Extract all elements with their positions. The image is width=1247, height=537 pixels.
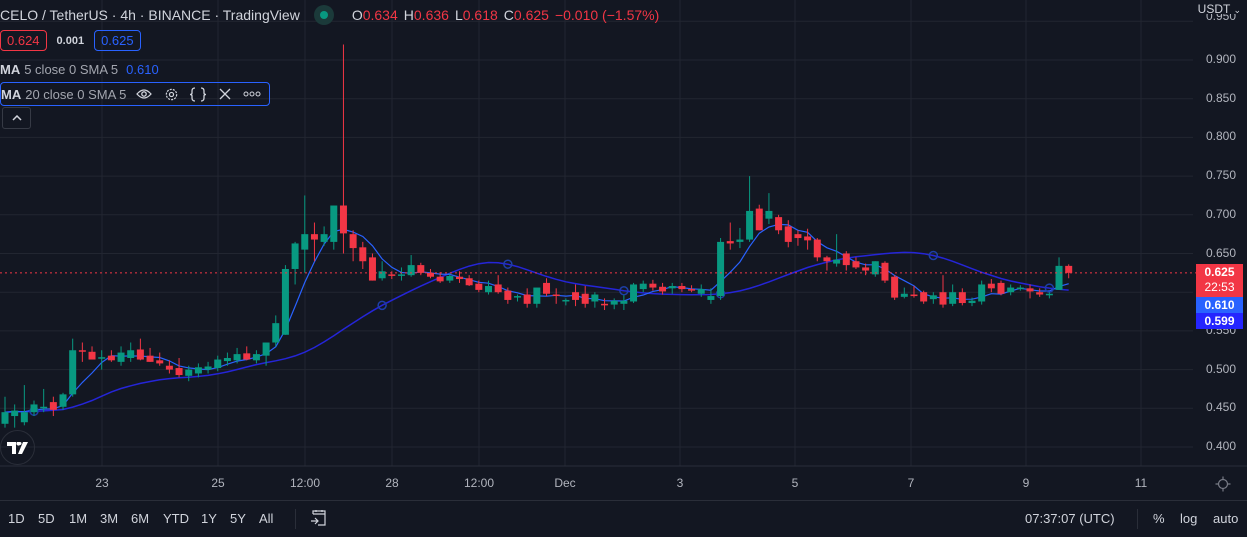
time-tick: 9 [1022, 476, 1030, 490]
time-tick: 12:00 [289, 476, 321, 490]
time-tick: 28 [385, 476, 399, 490]
indicator-name: MA [1, 86, 22, 102]
range-1y-button[interactable]: 1Y [201, 511, 217, 526]
utc-clock[interactable]: 07:37:07 (UTC) [1025, 511, 1115, 526]
buy-button[interactable]: 0.625 [94, 30, 141, 51]
last-price: 0.625 [1204, 265, 1235, 279]
high-value: 0.636 [413, 7, 449, 23]
divider [1137, 509, 1138, 529]
close-value: 0.625 [513, 7, 549, 23]
chart-legend: CELO / TetherUS · 4h · BINANCE · Trading… [0, 5, 659, 25]
remove-close-icon[interactable] [216, 85, 234, 103]
price-tick: 0.850 [1206, 90, 1237, 105]
range-all-button[interactable]: All [259, 511, 274, 526]
chart-settings-button[interactable] [1215, 476, 1231, 497]
price-tick: 0.400 [1206, 439, 1237, 453]
go-to-date-button[interactable] [310, 509, 328, 532]
range-5y-button[interactable]: 5Y [230, 511, 246, 526]
close-label: C [503, 7, 514, 23]
bottom-toolbar: 1D 5D 1M 3M 6M YTD 1Y 5Y All 07:37:07 (U… [0, 500, 1247, 537]
indicator-ma20[interactable]: MA 20 close 0 SMA 5 [0, 82, 271, 106]
price-tick: 0.900 [1206, 52, 1237, 66]
price-tick: 0.950 [1206, 14, 1237, 22]
high-label: H [403, 7, 414, 23]
symbol-title[interactable]: CELO / TetherUS · 4h · BINANCE · Trading… [0, 7, 300, 23]
low-value: 0.618 [462, 7, 498, 23]
time-tick: Dec [554, 476, 576, 490]
low-label: L [454, 7, 463, 23]
open-value: 0.634 [362, 7, 398, 23]
candle-countdown: 22:53 [1204, 280, 1235, 294]
time-tick: 23 [95, 476, 109, 490]
divider [295, 509, 296, 529]
source-code-icon[interactable] [189, 85, 207, 103]
collapse-legend-button[interactable] [2, 107, 31, 129]
spread-value: 0.001 [56, 34, 85, 47]
time-tick: 12:00 [463, 476, 495, 490]
chevron-up-icon [11, 115, 22, 121]
indicator-args: 20 close 0 SMA 5 [25, 86, 127, 102]
range-ytd-button[interactable]: YTD [163, 511, 189, 526]
time-tick: 5 [791, 476, 799, 490]
more-options-icon[interactable] [243, 85, 261, 103]
indicator-name: MA [0, 62, 21, 77]
price-tick: 0.750 [1206, 168, 1237, 183]
time-tick: 11 [1134, 476, 1148, 490]
percent-scale-toggle[interactable]: % [1153, 511, 1165, 526]
log-scale-toggle[interactable]: log [1180, 511, 1198, 526]
indicator-value: 0.610 [126, 62, 159, 77]
change-value: −0.010 (−1.57%) [554, 7, 660, 23]
indicator-ma5[interactable]: MA 5 close 0 SMA 5 0.610 [0, 62, 159, 77]
time-tick: 7 [907, 476, 915, 490]
time-tick: 3 [676, 476, 684, 490]
tv-logo-icon [6, 441, 28, 454]
market-status-icon[interactable] [313, 5, 334, 25]
currency-selector[interactable]: USDT ⌄ [1198, 2, 1241, 16]
indicator-args: 5 close 0 SMA 5 [24, 62, 119, 77]
ma20-price-tag: 0.599 [1196, 313, 1243, 329]
sell-button[interactable]: 0.624 [0, 30, 47, 51]
calendar-goto-icon [311, 510, 326, 526]
range-1m-button[interactable]: 1M [69, 511, 88, 526]
trade-buttons: 0.624 0.001 0.625 [0, 30, 141, 51]
range-3m-button[interactable]: 3M [100, 511, 119, 526]
price-chart[interactable] [0, 0, 1247, 500]
currency-label: USDT [1197, 2, 1231, 16]
price-tick: 0.700 [1206, 206, 1237, 221]
price-tick: 0.650 [1206, 245, 1237, 260]
settings-gear-icon[interactable] [162, 85, 180, 103]
range-1d-button[interactable]: 1D [8, 511, 25, 526]
price-tick: 0.500 [1206, 361, 1237, 376]
range-5d-button[interactable]: 5D [38, 511, 55, 526]
settings-sun-icon [1215, 476, 1231, 492]
price-tick: 0.800 [1206, 129, 1237, 144]
time-tick: 25 [211, 476, 225, 490]
auto-scale-toggle[interactable]: auto [1213, 511, 1239, 526]
price-tick: 0.450 [1206, 400, 1237, 415]
ma5-price-tag: 0.610 [1196, 297, 1243, 313]
open-label: O [351, 7, 363, 23]
last-price-tag: 0.625 22:53 [1196, 264, 1243, 298]
eye-icon[interactable] [135, 85, 153, 103]
chevron-down-icon: ⌄ [1233, 5, 1241, 15]
tradingview-logo[interactable] [0, 430, 35, 465]
range-6m-button[interactable]: 6M [131, 511, 150, 526]
